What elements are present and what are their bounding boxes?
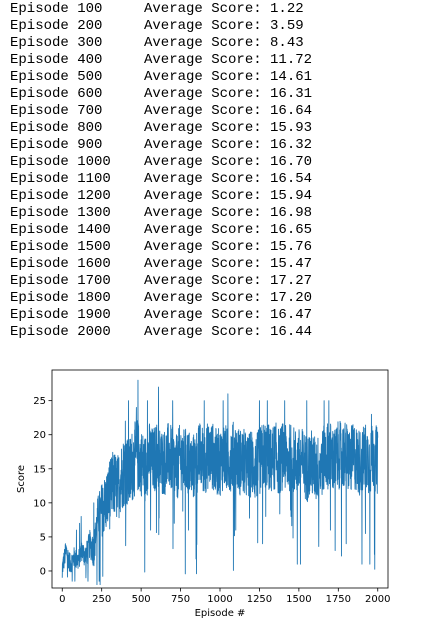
log-line: Episode 1300 Average Score: 16.98 xyxy=(10,205,312,222)
average-score-text: Average Score: 16.31 xyxy=(144,86,313,102)
x-tick-label: 2000 xyxy=(365,594,390,605)
score-series-polyline xyxy=(61,379,379,586)
x-tick-label: 250 xyxy=(92,594,111,605)
x-tick-label: 0 xyxy=(59,594,65,605)
log-line: Episode 1700 Average Score: 17.27 xyxy=(10,273,312,290)
average-score-text: Average Score: 14.61 xyxy=(144,69,313,85)
average-score-text: Average Score: 16.65 xyxy=(144,222,313,238)
log-line: Episode 900 Average Score: 16.32 xyxy=(10,137,312,154)
x-tick-label: 750 xyxy=(171,594,190,605)
log-line: Episode 1000 Average Score: 16.70 xyxy=(10,154,312,171)
average-score-text: Average Score: 16.54 xyxy=(144,171,313,187)
average-score-text: Average Score: 15.94 xyxy=(144,188,313,204)
episode-label: Episode 600 xyxy=(10,86,103,102)
log-line: Episode 1400 Average Score: 16.65 xyxy=(10,222,312,239)
episode-label: Episode 900 xyxy=(10,137,103,153)
x-axis-ticks: 0 250 500 750 1000 1250 1500 1750 2000 xyxy=(59,588,390,605)
episode-label: Episode 1900 xyxy=(10,307,111,323)
x-tick-label: 1500 xyxy=(286,594,311,605)
episode-label: Episode 300 xyxy=(10,35,103,51)
y-tick-label: 25 xyxy=(33,396,46,407)
average-score-text: Average Score: 17.20 xyxy=(144,290,313,306)
x-tick-label: 1000 xyxy=(207,594,232,605)
episode-label: Episode 1700 xyxy=(10,273,111,289)
average-score-text: Average Score: 16.44 xyxy=(144,324,313,340)
episode-label: Episode 1300 xyxy=(10,205,111,221)
y-axis-label: Score xyxy=(16,465,27,493)
log-line: Episode 1900 Average Score: 16.47 xyxy=(10,307,312,324)
log-line: Episode 1200 Average Score: 15.94 xyxy=(10,188,312,205)
log-line: Episode 1100 Average Score: 16.54 xyxy=(10,171,312,188)
x-axis-label: Episode # xyxy=(195,608,246,619)
score-series-line xyxy=(61,379,379,586)
log-line: Episode 600 Average Score: 16.31 xyxy=(10,86,312,103)
episode-label: Episode 700 xyxy=(10,103,103,119)
episode-label: Episode 1400 xyxy=(10,222,111,238)
average-score-text: Average Score: 16.32 xyxy=(144,137,313,153)
log-line: Episode 200 Average Score: 3.59 xyxy=(10,18,312,35)
log-line: Episode 2000 Average Score: 16.44 xyxy=(10,324,312,341)
average-score-text: Average Score: 15.76 xyxy=(144,239,313,255)
average-score-text: Average Score: 1.22 xyxy=(144,1,304,17)
episode-label: Episode 500 xyxy=(10,69,103,85)
y-tick-label: 0 xyxy=(40,566,46,577)
log-line: Episode 700 Average Score: 16.64 xyxy=(10,103,312,120)
y-tick-label: 5 xyxy=(40,532,46,543)
episode-label: Episode 800 xyxy=(10,120,103,136)
episode-label: Episode 200 xyxy=(10,18,103,34)
average-score-text: Average Score: 17.27 xyxy=(144,273,313,289)
average-score-text: Average Score: 16.70 xyxy=(144,154,313,170)
x-tick-label: 1750 xyxy=(326,594,351,605)
average-score-text: Average Score: 15.47 xyxy=(144,256,313,272)
log-line: Episode 1600 Average Score: 15.47 xyxy=(10,256,312,273)
training-log: Episode 100 Average Score: 1.22 Episode 20… xyxy=(10,1,312,341)
score-chart: 0 250 500 750 1000 1250 1500 1750 2000 0 5 10 15 20 2… xyxy=(16,369,390,619)
episode-label: Episode 1000 xyxy=(10,154,111,170)
episode-label: Episode 400 xyxy=(10,52,103,68)
average-score-text: Average Score: 8.43 xyxy=(144,35,304,51)
log-line: Episode 400 Average Score: 11.72 xyxy=(10,52,312,69)
episode-label: Episode 100 xyxy=(10,1,103,17)
average-score-text: Average Score: 16.47 xyxy=(144,307,313,323)
average-score-text: Average Score: 15.93 xyxy=(144,120,313,136)
y-tick-label: 10 xyxy=(33,498,46,509)
episode-label: Episode 1500 xyxy=(10,239,111,255)
x-tick-label: 500 xyxy=(132,594,151,605)
episode-label: Episode 1100 xyxy=(10,171,111,187)
log-line: Episode 1800 Average Score: 17.20 xyxy=(10,290,312,307)
log-line: Episode 800 Average Score: 15.93 xyxy=(10,120,312,137)
log-line: Episode 100 Average Score: 1.22 xyxy=(10,1,312,18)
log-line: Episode 500 Average Score: 14.61 xyxy=(10,69,312,86)
average-score-text: Average Score: 16.64 xyxy=(144,103,313,119)
episode-label: Episode 1800 xyxy=(10,290,111,306)
y-tick-label: 15 xyxy=(33,464,46,475)
average-score-text: Average Score: 3.59 xyxy=(144,18,304,34)
y-tick-label: 20 xyxy=(33,430,46,441)
y-axis-ticks: 0 5 10 15 20 25 xyxy=(33,396,52,577)
episode-label: Episode 2000 xyxy=(10,324,111,340)
x-tick-label: 1250 xyxy=(247,594,272,605)
log-line: Episode 1500 Average Score: 15.76 xyxy=(10,239,312,256)
episode-label: Episode 1200 xyxy=(10,188,111,204)
average-score-text: Average Score: 16.98 xyxy=(144,205,313,221)
episode-label: Episode 1600 xyxy=(10,256,111,272)
log-line: Episode 300 Average Score: 8.43 xyxy=(10,35,312,52)
average-score-text: Average Score: 11.72 xyxy=(144,52,313,68)
